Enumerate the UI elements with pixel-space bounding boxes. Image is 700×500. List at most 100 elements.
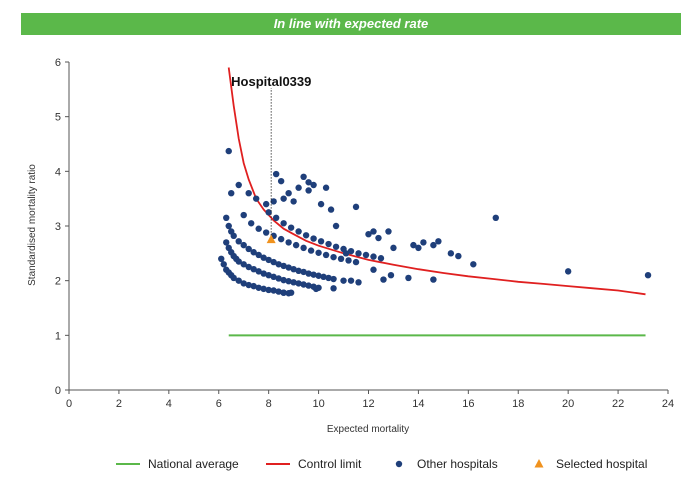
chart-series: Hospital0339	[218, 67, 652, 337]
other-hospital-point	[270, 273, 277, 281]
other-hospital-point	[377, 255, 385, 262]
other-hospital-point	[320, 273, 327, 281]
other-hospital-point	[280, 262, 287, 270]
status-banner: In line with expected rate	[21, 13, 681, 35]
other-hospital-point	[280, 195, 287, 202]
other-hospital-point	[265, 272, 272, 279]
other-hospital-point	[265, 286, 272, 294]
other-hospital-point	[228, 190, 235, 197]
other-hospital-point	[315, 272, 322, 279]
other-hospital-point	[265, 256, 272, 264]
other-hospital-point	[295, 184, 302, 191]
other-hospital-point	[327, 206, 335, 213]
other-hospital-point	[345, 257, 352, 264]
y-tick-label: 6	[55, 57, 61, 69]
other-hospital-point	[375, 234, 382, 242]
other-hospital-point	[250, 265, 257, 273]
legend-national-average: National average	[116, 457, 239, 471]
other-hospital-point	[430, 241, 437, 249]
other-hospital-point	[223, 239, 230, 246]
other-hospital-point	[262, 200, 270, 208]
other-hospital-point	[295, 267, 302, 275]
other-hospital-point	[295, 228, 302, 235]
other-hospital-point	[325, 240, 332, 248]
other-hospital-point	[370, 228, 377, 235]
other-hospital-point	[270, 287, 277, 294]
other-hospital-point	[260, 270, 267, 277]
other-hospital-point	[312, 285, 320, 293]
other-hospital-point	[225, 222, 232, 230]
x-tick-label: 20	[562, 398, 574, 410]
other-hospital-point	[220, 261, 227, 268]
other-hospital-point	[370, 253, 377, 260]
other-hospital-point	[300, 244, 307, 252]
other-hospital-point	[370, 266, 377, 273]
legend-other-hospitals-text: Other hospitals	[417, 457, 498, 471]
other-hospital-point	[405, 274, 412, 282]
x-tick-label: 16	[462, 398, 474, 410]
other-hospital-point	[245, 281, 252, 289]
other-hospital-point	[310, 235, 317, 242]
other-hospital-point	[280, 276, 287, 284]
other-hospital-point	[310, 181, 317, 189]
other-hospital-point	[332, 243, 340, 250]
legend-other-hospitals-swatch	[395, 460, 403, 468]
other-hospital-point	[275, 288, 282, 295]
other-hospital-point	[385, 228, 392, 235]
other-hospital-point	[287, 224, 295, 231]
other-hospital-point	[355, 279, 362, 286]
y-axis-label: Standardised mortality ratio	[27, 164, 38, 286]
other-hospital-point	[352, 258, 360, 266]
other-hospital-point	[307, 247, 315, 254]
other-hospital-point	[325, 274, 332, 282]
other-hospital-point	[380, 276, 387, 283]
other-hospital-point	[230, 274, 237, 282]
other-hospital-point	[332, 222, 340, 230]
other-hospital-point	[330, 275, 337, 283]
other-hospital-point	[285, 278, 292, 285]
other-hospital-point	[235, 238, 242, 245]
other-hospital-point	[255, 284, 262, 291]
legend-selected-hospital: Selected hospital	[534, 457, 647, 471]
other-hospital-point	[447, 250, 455, 257]
chart-legend: National average Control limit Other hospi…	[116, 457, 647, 471]
x-tick-label: 6	[216, 398, 222, 410]
other-hospital-point	[292, 241, 300, 249]
other-hospital-point	[247, 220, 255, 227]
other-hospital-point	[355, 250, 362, 257]
other-hospital-point	[260, 254, 267, 261]
y-tick-label: 5	[55, 112, 61, 124]
other-hospital-point	[262, 229, 270, 236]
other-hospital-point	[252, 195, 260, 202]
other-hospital-point	[340, 277, 347, 284]
other-hospital-point	[280, 220, 287, 227]
other-hospital-point	[235, 258, 242, 265]
other-hospital-point	[255, 251, 262, 259]
other-hospital-point	[240, 211, 247, 219]
other-hospital-point	[265, 209, 272, 216]
selected-hospital-point	[266, 234, 276, 244]
other-hospital-point	[410, 241, 417, 249]
x-tick-label: 18	[512, 398, 524, 410]
x-axis-label: Expected mortality	[327, 424, 409, 435]
control-limit-line	[227, 67, 646, 296]
other-hospital-point	[218, 255, 225, 262]
x-tick-label: 22	[612, 398, 624, 410]
other-hospital-point	[250, 249, 257, 256]
other-hospital-point	[644, 272, 652, 279]
other-hospital-point	[365, 231, 372, 238]
y-tick-label: 4	[55, 166, 61, 178]
other-hospital-point	[225, 147, 232, 155]
other-hospital-point	[277, 235, 285, 243]
other-hospital-point	[305, 187, 312, 194]
legend-selected-hospital-text: Selected hospital	[556, 457, 647, 471]
x-tick-label: 24	[662, 398, 674, 410]
other-hospital-point	[223, 214, 230, 221]
other-hospital-point	[270, 258, 277, 266]
other-hospital-point	[240, 261, 247, 268]
y-tick-label: 1	[55, 330, 61, 342]
legend-control-limit-text: Control limit	[298, 457, 362, 471]
other-hospital-point	[235, 277, 242, 284]
